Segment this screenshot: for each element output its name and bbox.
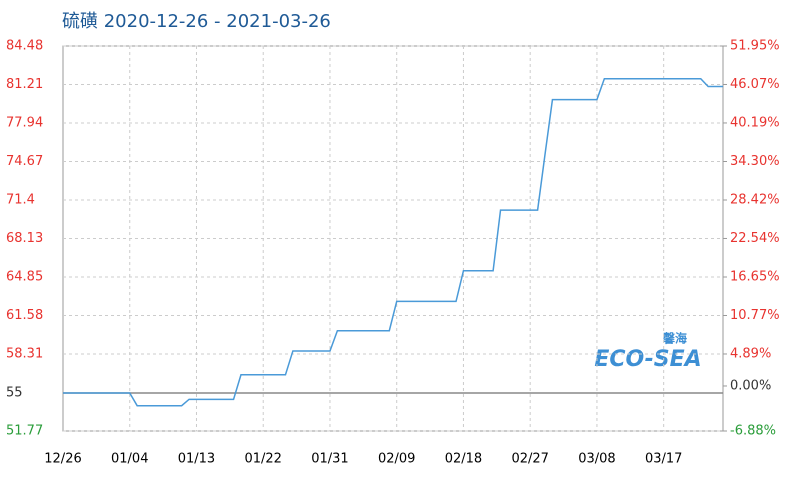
y-tick-label: 51.77 [6,424,43,439]
x-tick-label: 12/26 [44,452,81,467]
y-tick-label: 58.31 [6,347,43,362]
y-tick-label: 64.85 [6,270,43,285]
x-tick-label: 02/18 [445,452,482,467]
y2-tick-label: 34.30% [730,154,780,169]
x-tick-label: 01/22 [244,452,281,467]
y-tick-label: 55 [6,385,23,400]
x-tick-label: 02/09 [378,452,415,467]
x-tick-label: 01/04 [111,452,148,467]
y2-tick-label: 40.19% [730,115,780,130]
x-tick-label: 03/08 [578,452,615,467]
x-tick-label: 02/27 [511,452,548,467]
line [63,77,723,407]
watermark: ECO-SEA [594,347,701,372]
x-tick-label: 03/17 [645,452,682,467]
y-tick-label: 71.4 [6,192,35,207]
y2-tick-label: 46.07% [730,77,780,92]
y2-tick-label: 4.89% [730,346,771,361]
x-tick-label: 01/13 [178,452,215,467]
y-tick-label: 77.94 [6,115,43,130]
y2-tick-label: -6.88% [730,424,776,439]
y-tick-label: 61.58 [6,308,43,323]
y2-tick-label: 22.54% [730,231,780,246]
y-tick-label: 81.21 [6,77,43,92]
y2-tick-label: 51.95% [730,39,780,54]
chart-title: 硫磺 2020-12-26 - 2021-03-26 [62,11,331,32]
y-tick-label: 84.48 [6,39,43,54]
y-tick-label: 68.13 [6,231,43,246]
y2-tick-label: 0.00% [730,378,771,393]
watermark-top: 馨海 [662,331,687,346]
y2-tick-label: 10.77% [730,308,780,323]
y2-tick-label: 28.42% [730,192,780,207]
y2-tick-label: 16.65% [730,270,780,285]
x-tick-label: 01/31 [311,452,348,467]
y-tick-label: 74.67 [6,154,43,169]
